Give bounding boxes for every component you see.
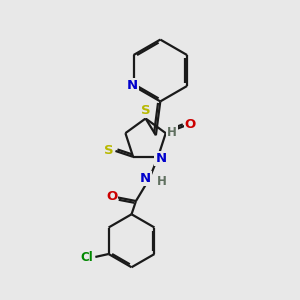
Text: S: S <box>104 145 114 158</box>
Text: H: H <box>157 175 166 188</box>
Text: N: N <box>140 172 151 185</box>
Text: O: O <box>106 190 117 202</box>
Text: Cl: Cl <box>81 251 94 264</box>
Text: H: H <box>167 126 177 140</box>
Text: O: O <box>184 118 196 131</box>
Text: S: S <box>141 104 150 117</box>
Text: N: N <box>155 152 167 165</box>
Text: N: N <box>127 80 138 92</box>
